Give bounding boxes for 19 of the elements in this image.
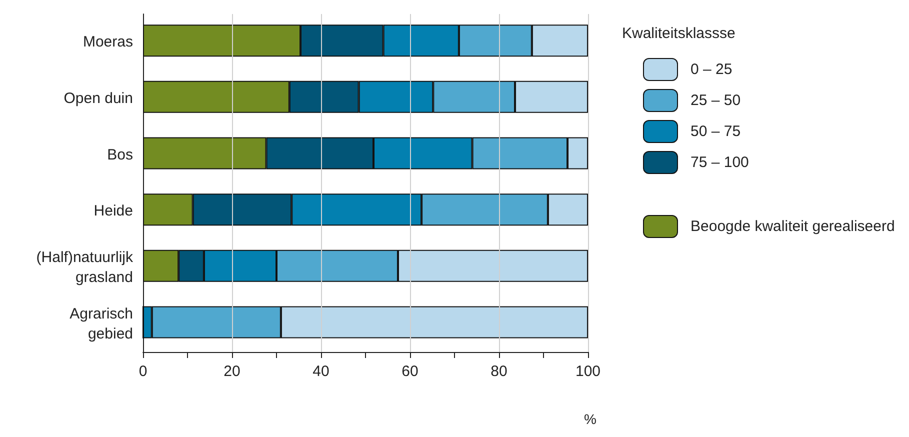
legend-label: Beoogde kwaliteit gerealiseerd — [690, 218, 895, 235]
x-tick-label: 0 — [138, 363, 148, 380]
y-tick-label: Heide — [94, 202, 133, 220]
x-tick-label: 40 — [312, 363, 330, 380]
x-tick-label: 100 — [575, 363, 601, 380]
y-tick-label: Open duin — [64, 90, 133, 107]
y-tick-label: (Half)natuurlijk grasland — [36, 249, 134, 286]
x-tick-label: 80 — [490, 363, 508, 380]
y-tick-label: Moeras — [82, 34, 133, 51]
y-tick-label: Agrarisch gebied — [70, 305, 133, 342]
legend-title: Kwaliteitsklassse — [622, 25, 736, 42]
legend-label: 25 – 50 — [690, 92, 741, 109]
x-tick-label: 20 — [224, 363, 240, 380]
legend-label: 0 – 25 — [690, 61, 732, 78]
x-axis-title: % — [584, 411, 596, 427]
legend-label: 75 – 100 — [690, 154, 749, 171]
legend-label: 50 – 75 — [690, 123, 741, 140]
y-tick-label: Bos — [107, 146, 133, 164]
x-tick-label: 60 — [402, 363, 418, 380]
